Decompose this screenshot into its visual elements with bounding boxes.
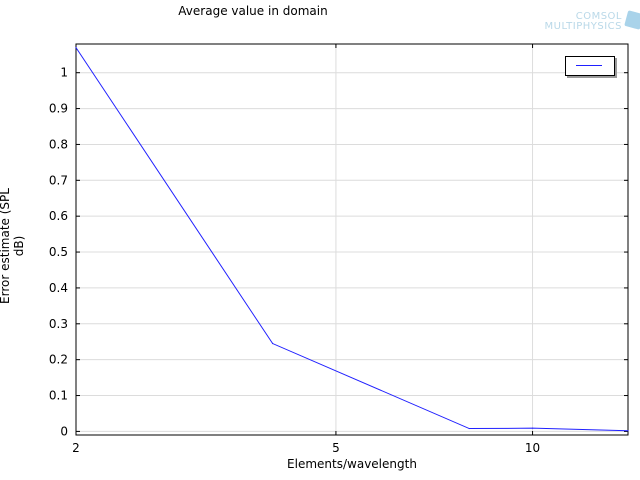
plot-frame — [75, 43, 629, 436]
y-tick-label: 0 — [60, 424, 68, 438]
y-tick-label: 0.1 — [49, 389, 68, 403]
legend — [565, 56, 615, 76]
y-tick-label: 0.3 — [49, 317, 68, 331]
x-axis: 2 5 10 — [72, 44, 540, 455]
x-tick-label: 10 — [525, 441, 540, 455]
x-axis-label: Elements/wavelength — [287, 457, 417, 471]
data-point — [272, 342, 274, 345]
y-axis: 0 0.1 0.2 0.3 0.4 0.5 0.6 0.7 0.8 0.9 1 — [49, 66, 628, 438]
logo-text-1: COMSOL — [575, 11, 622, 22]
x-tick-label: 5 — [332, 441, 340, 455]
grid — [75, 44, 628, 435]
logo-text-2: MULTIPHYSICS — [544, 21, 622, 32]
data-point — [468, 427, 470, 430]
data-point — [627, 430, 629, 432]
comsol-logo: COMSOL MULTIPHYSICS — [544, 10, 640, 32]
y-tick-label: 1 — [60, 66, 68, 80]
series-layer — [75, 46, 629, 432]
y-tick-label: 0.8 — [49, 137, 68, 151]
x-tick-label: 2 — [72, 441, 80, 455]
legend-swatch — [576, 65, 602, 66]
y-tick-label: 0.7 — [49, 173, 68, 187]
data-point — [75, 46, 77, 49]
chart-title: Average value in domain — [178, 4, 328, 18]
y-tick-label: 0.6 — [49, 209, 68, 223]
y-tick-label: 0.5 — [49, 245, 68, 259]
data-point — [531, 427, 534, 429]
y-axis-label: Error estimate (SPL dB) — [0, 188, 26, 304]
y-tick-label: 0.2 — [49, 353, 68, 367]
series-line-0 — [75, 47, 629, 432]
y-tick-label: 0.9 — [49, 102, 68, 116]
y-tick-label: 0.4 — [49, 281, 68, 295]
